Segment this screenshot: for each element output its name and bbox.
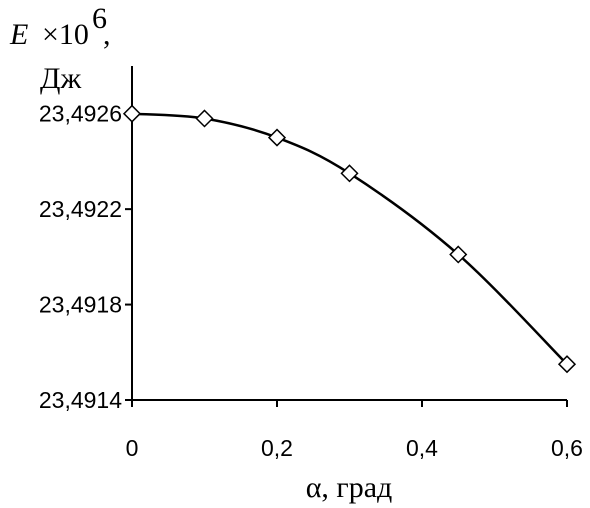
data-point — [122, 104, 142, 123]
x-tick-label: 0 — [126, 435, 139, 461]
data-line — [131, 112, 568, 366]
data-point — [195, 109, 214, 128]
data-point — [340, 164, 359, 183]
y-tick-label: 23,4922 — [39, 196, 122, 222]
data-point — [557, 355, 577, 374]
data-point — [449, 245, 468, 264]
data-point — [267, 128, 287, 147]
x-tick-label: 0,2 — [261, 435, 293, 461]
y-tick-label: 23,4918 — [39, 292, 122, 318]
y-label-separator: , — [103, 18, 111, 51]
y-label-exponent: 6 — [92, 2, 107, 35]
x-tick-label: 0,4 — [406, 435, 438, 461]
x-label: α, град — [306, 471, 393, 504]
y-label-multiplier: ×10 — [42, 18, 89, 51]
x-tick-label: 0,6 — [551, 435, 583, 461]
y-tick-label: 23,4914 — [39, 387, 122, 413]
y-label-symbol: E — [9, 18, 28, 51]
y-unit: Дж — [40, 62, 81, 95]
y-tick-label: 23,4926 — [39, 101, 122, 127]
